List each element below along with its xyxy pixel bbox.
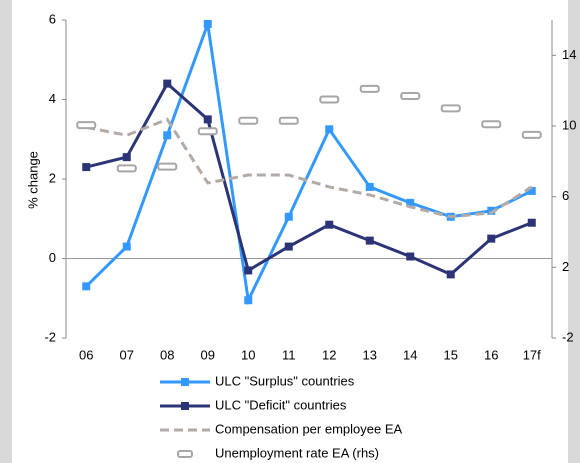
data-point — [284, 212, 293, 221]
x-tick-label: 11 — [282, 347, 296, 362]
y2-tick-label: -2 — [562, 329, 574, 344]
data-point — [325, 220, 334, 229]
data-point — [157, 162, 178, 171]
data-point — [82, 282, 91, 291]
data-point — [400, 91, 421, 100]
legend-marker — [181, 402, 189, 410]
data-point — [319, 95, 340, 104]
y-tick-label: 2 — [49, 170, 56, 185]
data-point — [440, 104, 461, 113]
x-tick-label: 14 — [403, 347, 417, 362]
data-point — [406, 198, 415, 207]
y2-tick-label: 6 — [562, 188, 569, 203]
legend-label: ULC "Deficit" countries — [215, 397, 347, 412]
y-axis-title: % change — [25, 151, 40, 209]
y-tick-label: -2 — [44, 329, 56, 344]
data-point — [116, 164, 137, 173]
data-point — [487, 234, 496, 243]
data-point — [244, 266, 253, 275]
x-tick-label: 10 — [241, 347, 255, 362]
legend-label: Unemployment rate EA (rhs) — [215, 445, 379, 460]
x-tick-label: 17f — [523, 347, 541, 362]
y-tick-label: 0 — [49, 250, 56, 265]
data-point — [203, 115, 212, 124]
y-tick-label: 6 — [49, 11, 56, 26]
data-point — [197, 127, 218, 136]
x-tick-label: 08 — [160, 347, 174, 362]
x-tick-label: 09 — [201, 347, 215, 362]
data-point — [365, 182, 374, 191]
y2-tick-label: 10 — [562, 117, 576, 132]
data-point — [284, 242, 293, 251]
data-point — [203, 19, 212, 28]
data-point — [238, 116, 259, 125]
x-tick-label: 12 — [322, 347, 336, 362]
y-tick-label: 4 — [49, 91, 56, 106]
data-point — [278, 116, 299, 125]
data-point — [244, 296, 253, 305]
series-line — [85, 23, 533, 306]
legend-marker — [177, 450, 193, 458]
data-point — [487, 206, 496, 215]
x-tick-label: 13 — [363, 347, 377, 362]
legend-marker — [181, 378, 189, 386]
data-point — [365, 236, 374, 245]
data-point — [163, 131, 172, 140]
plot-panel — [12, 0, 568, 463]
data-point — [163, 79, 172, 88]
data-point — [122, 242, 131, 251]
legend-label: ULC "Surplus" countries — [215, 373, 355, 388]
x-tick-label: 15 — [444, 347, 458, 362]
data-point — [481, 120, 502, 129]
data-point — [76, 121, 97, 130]
data-point — [122, 153, 131, 162]
x-tick-label: 07 — [120, 347, 134, 362]
series-line — [85, 81, 533, 277]
data-point — [527, 218, 536, 227]
data-point — [82, 163, 91, 172]
y2-tick-label: 2 — [562, 259, 569, 274]
data-point — [521, 130, 542, 139]
data-point — [446, 270, 455, 279]
legend-label: Compensation per employee EA — [215, 421, 402, 436]
data-point — [406, 252, 415, 261]
x-tick-label: 06 — [79, 347, 93, 362]
x-tick-label: 16 — [484, 347, 498, 362]
y2-tick-label: 14 — [562, 47, 576, 62]
series-line — [85, 117, 533, 219]
data-point — [527, 186, 536, 195]
data-point — [325, 125, 334, 134]
data-point — [359, 84, 380, 93]
